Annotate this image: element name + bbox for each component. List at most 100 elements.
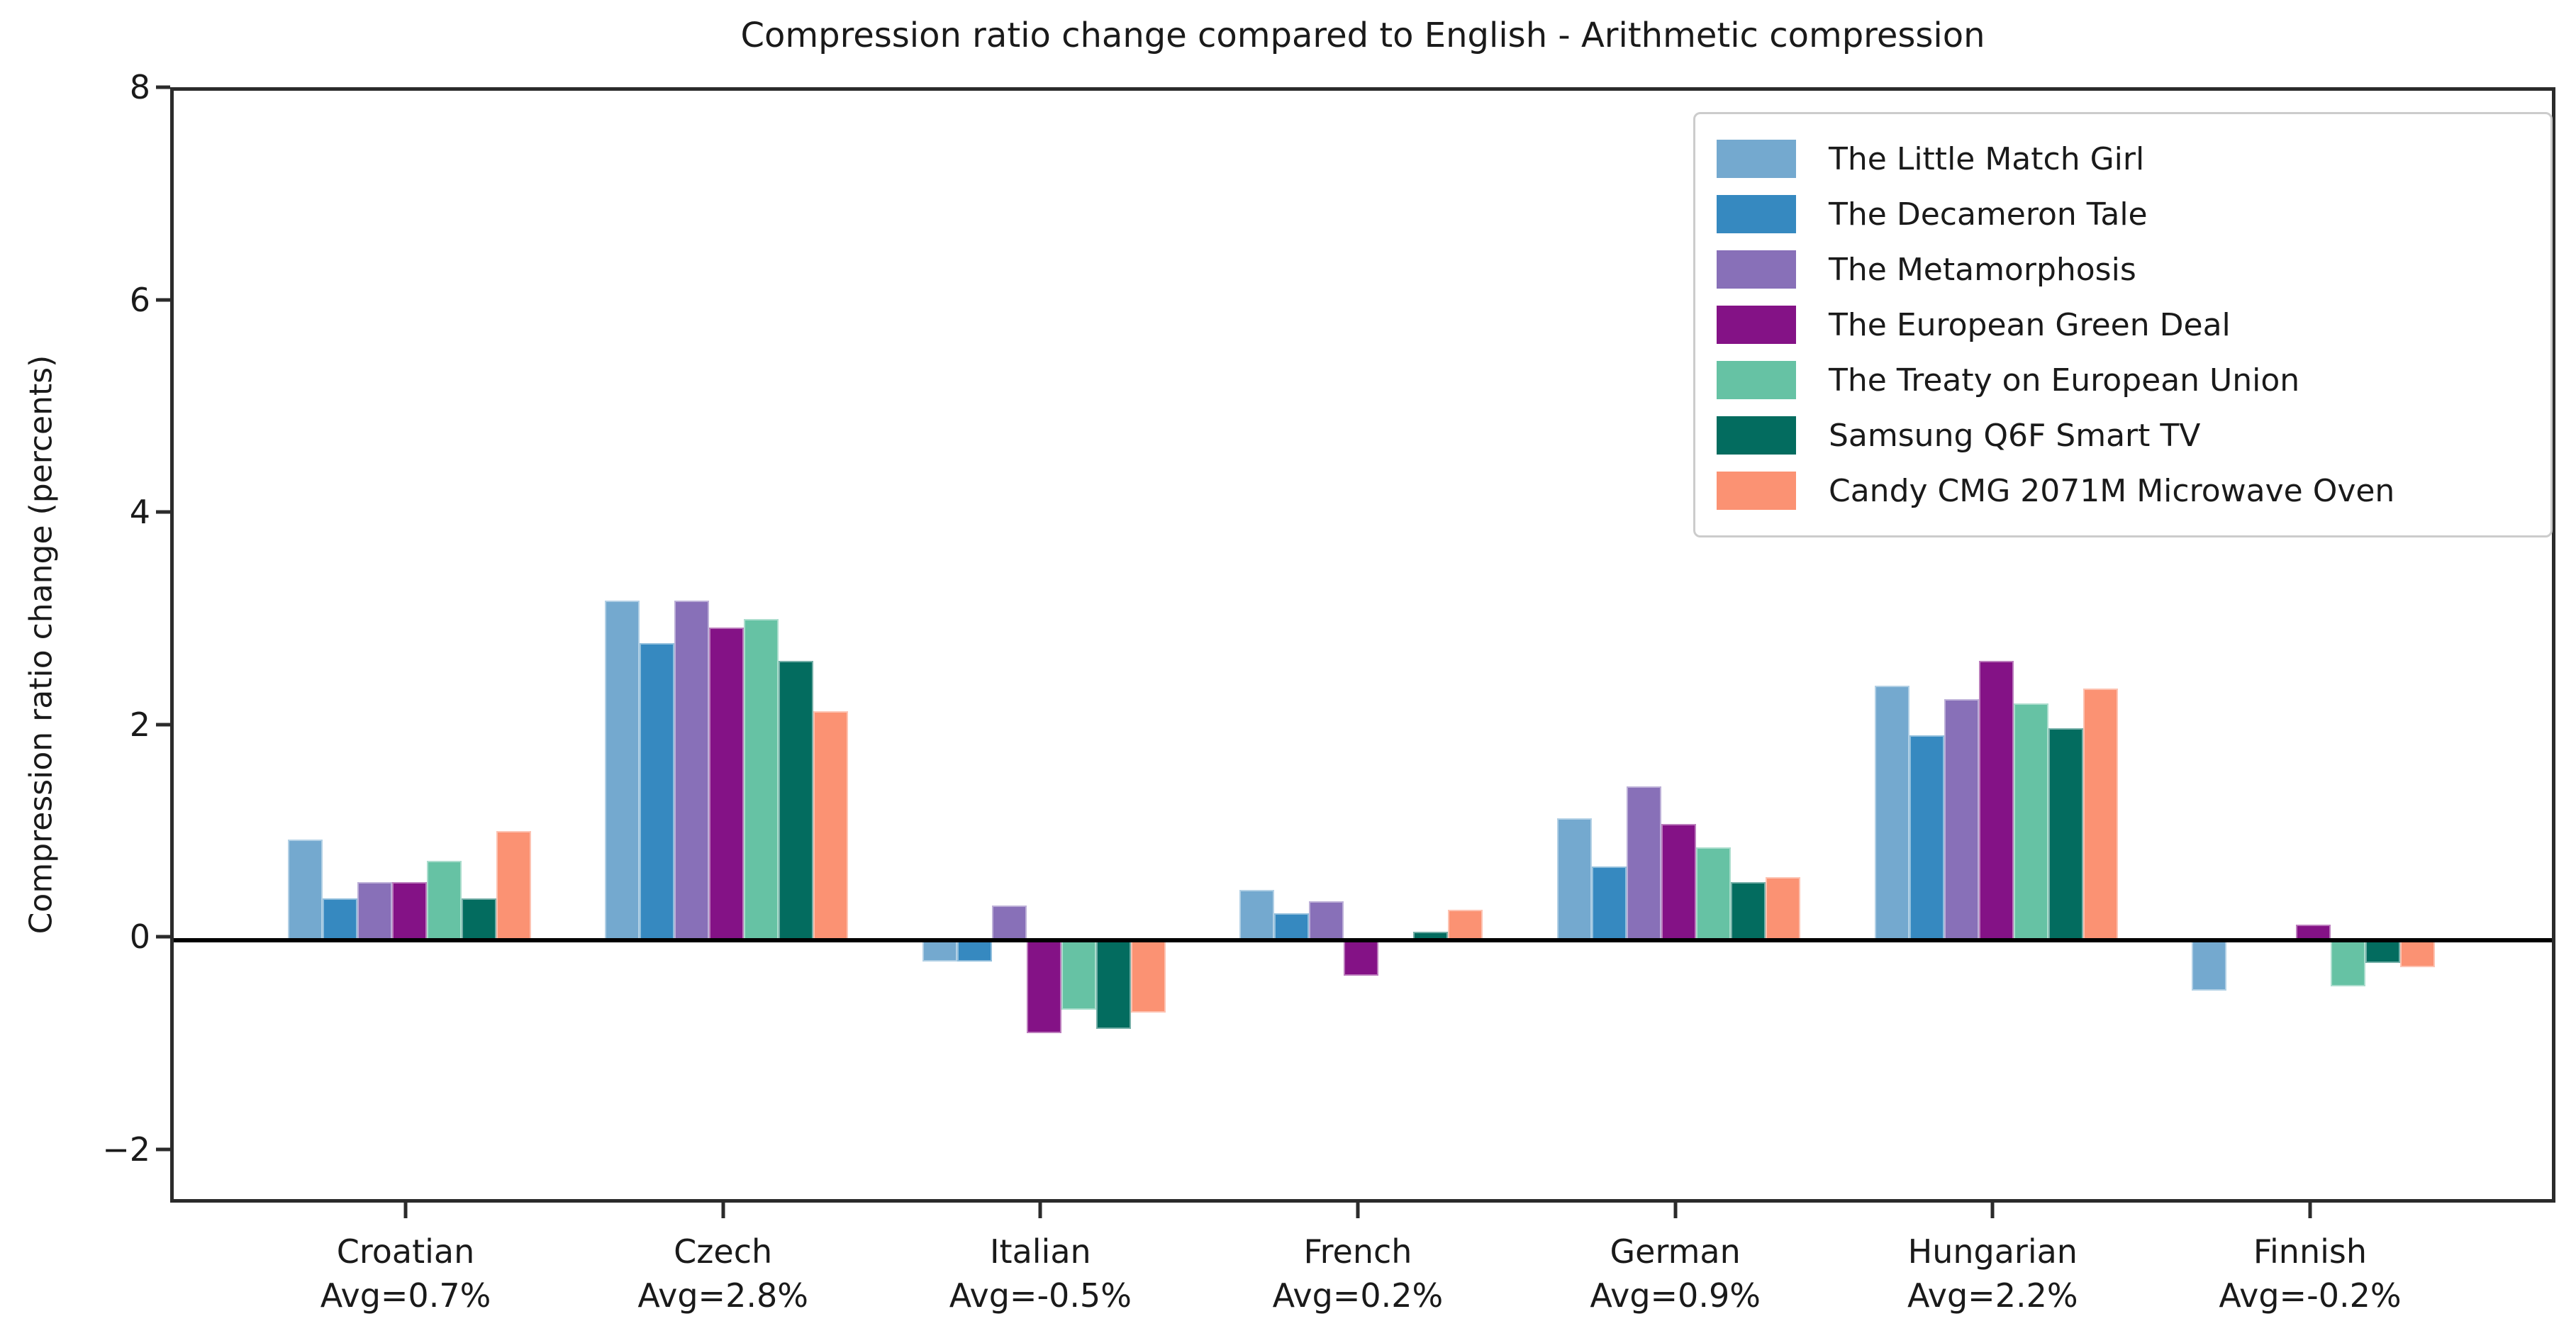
x-tick-mark [1990,1203,1995,1218]
legend-swatch [1717,361,1796,399]
bar-finnish-series-0 [2192,940,2227,991]
bar-hungarian-series-4 [2013,703,2048,941]
x-tick-mark [1356,1203,1360,1218]
bar-hungarian-series-5 [2048,728,2083,941]
x-category-label-italian: Italian Avg=-0.5% [949,1230,1132,1317]
category-name: Czech [674,1232,773,1271]
bar-german-series-6 [1766,876,1801,941]
y-tick-mark [156,723,170,727]
bar-croatian-series-3 [391,882,427,941]
category-name: French [1303,1232,1412,1271]
bar-german-series-1 [1592,866,1627,941]
chart-title: Compression ratio change compared to Eng… [740,16,1985,55]
y-tick-mark [156,298,170,302]
bar-hungarian-series-2 [1944,699,1979,941]
legend-swatch [1717,306,1796,344]
legend-label: The European Green Deal [1829,306,2231,343]
legend-swatch [1717,195,1796,233]
legend-item-2: The Metamorphosis [1717,242,2529,297]
legend-item-3: The European Green Deal [1717,297,2529,352]
bar-finnish-series-4 [2331,940,2366,986]
legend-swatch [1717,140,1796,178]
legend-item-1: The Decameron Tale [1717,186,2529,242]
bar-italian-series-4 [1061,940,1096,1010]
bar-hungarian-series-3 [1978,661,2014,941]
bar-croatian-series-6 [496,831,531,941]
legend-label: The Treaty on European Union [1829,362,2300,399]
y-tick-mark [156,935,170,939]
bar-italian-series-6 [1130,940,1166,1013]
x-category-label-german: German Avg=0.9% [1590,1230,1761,1317]
category-average: Avg=2.8% [637,1276,808,1315]
category-name: Hungarian [1907,1232,2078,1271]
legend-label: The Decameron Tale [1829,196,2148,233]
bar-czech-series-0 [605,601,640,941]
category-average: Avg=0.7% [320,1276,491,1315]
y-tick-label--2: −2 [102,1130,150,1169]
category-average: Avg=0.9% [1590,1276,1761,1315]
bar-czech-series-5 [779,661,814,941]
bar-french-series-3 [1344,940,1379,976]
y-tick-label-6: 6 [129,280,150,319]
legend-swatch [1717,472,1796,510]
x-tick-mark [2308,1203,2312,1218]
x-category-label-czech: Czech Avg=2.8% [637,1230,808,1317]
y-tick-label-4: 4 [129,493,150,532]
bar-german-series-3 [1661,823,1697,941]
category-average: Avg=0.2% [1272,1276,1444,1315]
legend: The Little Match Girl The Decameron Tale T… [1693,112,2553,537]
legend-swatch [1717,416,1796,455]
category-name: Italian [989,1232,1091,1271]
x-tick-mark [403,1203,408,1218]
bar-croatian-series-4 [426,861,462,941]
legend-item-0: The Little Match Girl [1717,131,2529,186]
bar-german-series-4 [1696,847,1732,941]
x-tick-mark [1038,1203,1042,1218]
bar-italian-series-3 [1026,940,1061,1033]
bar-hungarian-series-6 [2082,689,2118,941]
legend-label: The Little Match Girl [1829,140,2145,177]
bar-french-series-1 [1274,913,1310,941]
x-category-label-hungarian: Hungarian Avg=2.2% [1907,1230,2078,1317]
legend-item-4: The Treaty on European Union [1717,352,2529,408]
bar-french-series-2 [1309,901,1344,941]
legend-swatch [1717,250,1796,289]
y-tick-label-2: 2 [129,705,150,744]
y-tick-label-8: 8 [129,68,150,106]
legend-label: Samsung Q6F Smart TV [1829,417,2201,454]
bar-italian-series-5 [1095,940,1131,1029]
bar-german-series-5 [1731,882,1766,941]
legend-label: The Metamorphosis [1829,251,2136,288]
bar-czech-series-4 [744,618,779,941]
bar-croatian-series-0 [287,840,323,941]
bar-finnish-series-5 [2365,940,2401,963]
bar-croatian-series-1 [322,898,357,941]
bar-italian-series-1 [957,940,992,962]
bar-italian-series-2 [991,906,1027,941]
legend-label: Candy CMG 2071M Microwave Oven [1829,472,2395,509]
bar-french-series-6 [1448,910,1483,941]
bar-finnish-series-6 [2400,940,2436,967]
category-average: Avg=-0.2% [2219,1276,2402,1315]
bar-hungarian-series-0 [1874,685,1909,941]
zero-line [174,938,2552,943]
x-category-label-finnish: Finnish Avg=-0.2% [2219,1230,2401,1317]
category-average: Avg=2.2% [1907,1276,2078,1315]
legend-item-6: Candy CMG 2071M Microwave Oven [1717,463,2529,518]
bar-german-series-0 [1557,818,1593,941]
y-tick-mark [156,510,170,514]
legend-item-5: Samsung Q6F Smart TV [1717,408,2529,463]
bar-czech-series-6 [813,711,849,941]
x-category-label-croatian: Croatian Avg=0.7% [320,1230,491,1317]
bar-italian-series-0 [922,940,957,962]
bar-czech-series-1 [640,643,675,941]
bar-czech-series-3 [709,627,745,941]
x-tick-mark [1673,1203,1678,1218]
bar-french-series-0 [1239,889,1275,941]
category-average: Avg=-0.5% [949,1276,1132,1315]
category-name: Croatian [336,1232,475,1271]
bar-croatian-series-5 [461,898,496,941]
category-name: German [1610,1232,1741,1271]
y-tick-label-0: 0 [129,918,150,957]
